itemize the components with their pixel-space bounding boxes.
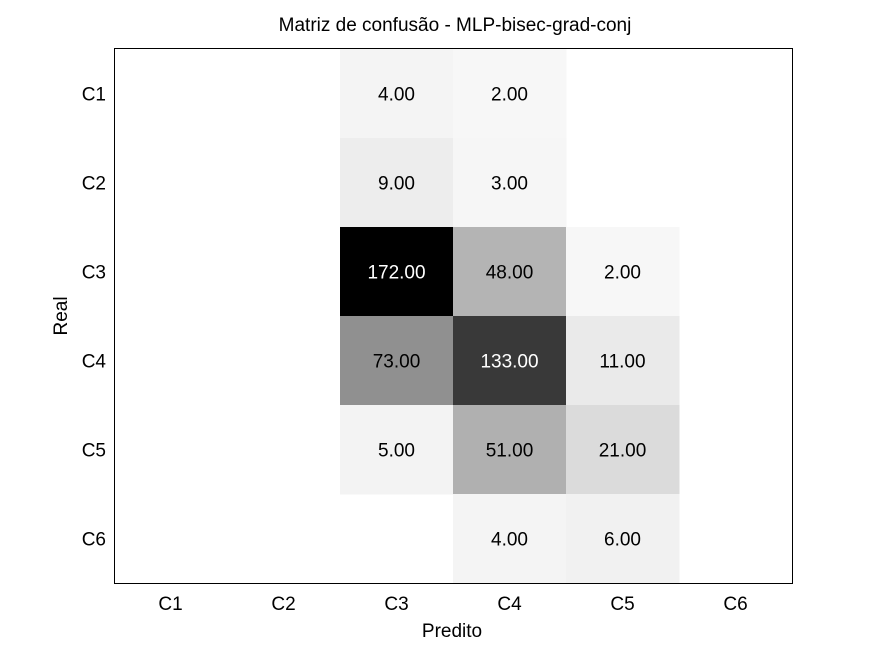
x-tick-label: C6	[723, 594, 747, 615]
heatmap-cells: 4.00 2.00 9.00 3.00 172.00 48.00 2.00 73.00 133.…	[340, 49, 680, 584]
cell-value-label: 9.00	[378, 174, 415, 195]
cell-value-label: 51.00	[486, 441, 534, 462]
cell-value-label: 2.00	[491, 85, 528, 106]
heatmap-cell-c4-c4	[453, 316, 567, 406]
cell-value-label: 21.00	[599, 441, 647, 462]
cell-value-label: 133.00	[480, 352, 538, 373]
y-tick-label: C6	[82, 530, 106, 551]
cell-value-label: 4.00	[491, 530, 528, 551]
cell-value-label: 73.00	[373, 352, 421, 373]
y-tick-label: C2	[82, 174, 106, 195]
heatmap-cell-c5-c4	[453, 405, 567, 495]
heatmap-cell-c6-c5	[566, 494, 680, 584]
heatmap-cell-c6-c4	[453, 494, 567, 584]
plot-frame	[114, 48, 793, 584]
cell-value-label: 48.00	[486, 263, 534, 284]
heatmap-cell-c3-c4	[453, 227, 567, 317]
x-tick-label: C4	[497, 594, 522, 615]
heatmap-cell-c4-c5	[566, 316, 680, 406]
cell-value-label: 2.00	[604, 263, 641, 284]
heatmap-cell-c5-c5	[566, 405, 680, 495]
cell-value-label: 5.00	[378, 441, 415, 462]
x-tick-label: C1	[158, 594, 182, 615]
heatmap-cell-c5-c3	[340, 405, 454, 495]
heatmap-cell-c1-c4	[453, 49, 567, 139]
x-tick-label: C5	[610, 594, 634, 615]
cell-value-label: 11.00	[599, 352, 645, 373]
x-tick-labels: C1 C2 C3 C4 C5 C6	[158, 594, 747, 615]
cell-value-label: 6.00	[604, 530, 641, 551]
chart-title: Matriz de confusão - MLP-bisec-grad-conj	[279, 15, 632, 36]
cell-value-label: 4.00	[378, 85, 415, 106]
heatmap-cell-c2-c4	[453, 138, 567, 228]
y-tick-label: C1	[82, 85, 106, 106]
heatmap-cell-c3-c3	[340, 227, 454, 317]
heatmap-cell-c2-c3	[340, 138, 454, 228]
heatmap-cell-c4-c3	[340, 316, 454, 406]
heatmap-cell-c3-c5	[566, 227, 680, 317]
y-tick-label: C5	[82, 441, 106, 462]
y-tick-label: C4	[82, 352, 107, 373]
y-tick-labels: C1 C2 C3 C4 C5 C6	[82, 85, 107, 551]
cell-value-label: 172.00	[367, 263, 425, 284]
x-tick-label: C3	[384, 594, 408, 615]
y-tick-label: C3	[82, 263, 106, 284]
x-tick-label: C2	[271, 594, 295, 615]
y-axis-label: Real	[51, 296, 72, 335]
cell-value-label: 3.00	[491, 174, 528, 195]
heatmap-cell-c1-c3	[340, 49, 454, 139]
x-axis-label: Predito	[422, 621, 482, 642]
